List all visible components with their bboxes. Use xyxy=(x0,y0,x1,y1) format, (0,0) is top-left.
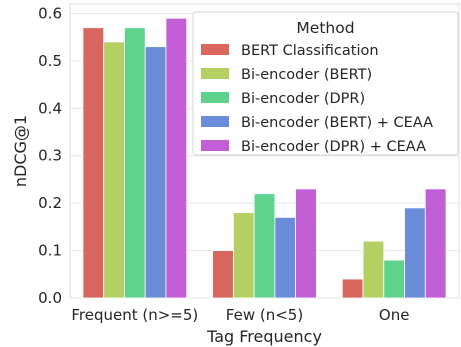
legend-entry: Bi-encoder (BERT) xyxy=(241,67,372,83)
legend-swatch xyxy=(201,68,229,79)
x-tick-label: Frequent (n>=5) xyxy=(71,306,198,324)
y-axis-label: nDCG@1 xyxy=(11,115,30,187)
bar xyxy=(341,278,364,299)
legend-entry: Bi-encoder (DPR) + CEAA xyxy=(241,139,426,155)
bar xyxy=(424,188,447,299)
bar xyxy=(103,41,125,299)
legend-entry: Bi-encoder (DPR) xyxy=(241,91,365,107)
y-tick-label: 0.5 xyxy=(38,52,62,70)
y-tick-label: 0.2 xyxy=(38,194,62,212)
bar xyxy=(232,212,255,299)
legend-title: Method xyxy=(296,19,354,37)
y-tick-label: 0.3 xyxy=(38,147,62,165)
legend-swatch xyxy=(201,116,229,127)
y-tick-labels: 0.0 0.1 0.2 0.3 0.4 0.5 0.6 xyxy=(38,4,62,307)
y-tick-label: 0.6 xyxy=(38,4,62,22)
legend-swatch xyxy=(201,140,229,151)
bar xyxy=(165,17,188,299)
x-tick-label: One xyxy=(379,306,410,324)
legend-entry: Bi-encoder (BERT) + CEAA xyxy=(241,115,433,131)
y-tick-label: 0.4 xyxy=(38,99,62,117)
bar xyxy=(383,259,405,299)
bar xyxy=(295,188,317,299)
x-tick-label: Few (n<5) xyxy=(226,306,303,324)
bar xyxy=(144,46,167,299)
bar xyxy=(404,207,426,299)
bar xyxy=(274,216,297,299)
bars xyxy=(82,17,447,299)
bar xyxy=(82,27,105,299)
y-tick-label: 0.1 xyxy=(38,242,62,260)
legend-swatch xyxy=(201,44,229,55)
legend-entry: BERT Classification xyxy=(241,43,379,59)
x-tick-labels: Frequent (n>=5) Few (n<5) One xyxy=(71,306,409,324)
y-tick-label: 0.0 xyxy=(38,289,62,307)
x-axis-label: Tag Frequency xyxy=(206,327,322,346)
bar xyxy=(124,27,146,299)
legend-swatch xyxy=(201,92,229,103)
bar xyxy=(362,240,385,299)
bar xyxy=(253,193,276,299)
legend: Method BERT Classification Bi-encoder (BE… xyxy=(192,11,459,156)
bar xyxy=(212,250,234,299)
